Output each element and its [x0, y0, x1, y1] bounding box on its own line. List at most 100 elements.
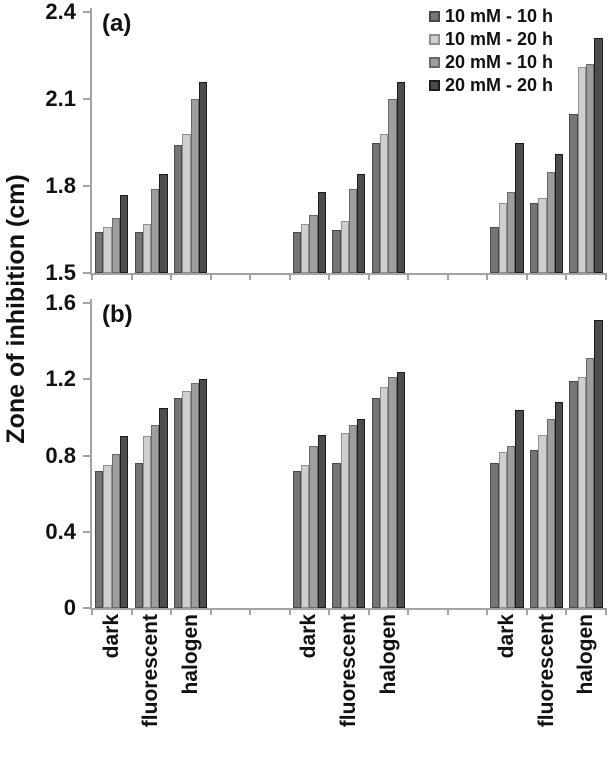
- y-tick: [83, 607, 90, 609]
- x-tick: [486, 610, 489, 615]
- legend-label: 10 mM - 10 h: [445, 5, 554, 26]
- x-tick: [170, 275, 173, 280]
- y-axis-title: Zone of inhibition (cm): [2, 174, 30, 444]
- legend-label: 20 mM - 20 h: [445, 74, 554, 95]
- bar: [380, 133, 389, 273]
- y-tick: [83, 98, 90, 100]
- bar: [569, 381, 578, 608]
- y-tick: [83, 272, 90, 274]
- bar: [577, 377, 587, 608]
- legend-label: 20 mM - 10 h: [445, 51, 554, 72]
- x-tick: [91, 275, 93, 280]
- bar: [348, 425, 358, 608]
- bar: [594, 320, 603, 608]
- x-tick: [130, 275, 133, 280]
- x-tick: [288, 610, 291, 615]
- bar: [490, 226, 499, 273]
- y-tick-label: 0: [63, 595, 76, 620]
- x-axis-line: [90, 608, 607, 610]
- x-category-label: fluorescent: [534, 614, 558, 728]
- x-tick: [288, 275, 291, 280]
- bar: [111, 453, 120, 608]
- bar: [529, 449, 539, 608]
- bar: [119, 436, 129, 608]
- bar: [380, 386, 389, 608]
- bar: [300, 465, 310, 608]
- y-tick: [83, 302, 90, 304]
- x-tick: [170, 610, 173, 615]
- bar: [198, 81, 208, 273]
- x-tick: [249, 610, 252, 615]
- x-tick: [91, 610, 93, 615]
- y-axis-line: [90, 299, 92, 608]
- bar: [586, 358, 595, 608]
- bar: [538, 197, 547, 273]
- x-tick: [525, 610, 528, 615]
- x-category-label: fluorescent: [337, 614, 360, 728]
- legend-marker: [429, 33, 440, 45]
- legend-item: 20 mM - 10 h: [429, 51, 554, 72]
- bar: [569, 113, 578, 273]
- legend-item: 10 mM - 10 h: [429, 5, 554, 26]
- y-tick-label: 2.1: [45, 86, 76, 111]
- bar: [198, 379, 208, 608]
- bar: [95, 470, 104, 608]
- bar: [292, 232, 301, 273]
- x-category-label: dark: [495, 614, 519, 659]
- bar: [332, 463, 341, 608]
- x-tick: [605, 275, 607, 280]
- bar: [490, 463, 499, 608]
- bar: [515, 142, 524, 273]
- x-tick: [328, 275, 331, 280]
- bar: [317, 191, 326, 273]
- x-tick: [328, 610, 331, 615]
- y-tick: [83, 530, 90, 533]
- legend-label: 10 mM - 20 h: [445, 28, 554, 49]
- bar: [142, 436, 152, 608]
- bar: [182, 133, 191, 273]
- bar: [174, 398, 183, 608]
- bar: [515, 409, 524, 608]
- bar: [103, 226, 112, 273]
- y-tick: [83, 11, 90, 13]
- bar: [538, 434, 547, 608]
- y-tick: [83, 185, 90, 187]
- y-tick-label: 2.4: [45, 0, 76, 24]
- bar: [546, 171, 555, 273]
- y-tick-label: 0.4: [45, 518, 76, 544]
- x-category-label: halogen: [178, 614, 202, 695]
- bar: [546, 419, 555, 608]
- bar: [348, 188, 358, 273]
- panel-label: (b): [102, 301, 133, 328]
- y-tick: [83, 378, 90, 381]
- bar: [332, 229, 341, 273]
- bar: [103, 465, 112, 608]
- legend-item: 10 mM - 20 h: [429, 28, 554, 49]
- legend-marker: [429, 79, 440, 91]
- x-tick: [446, 275, 449, 280]
- bar: [292, 470, 301, 608]
- bar: [174, 145, 183, 273]
- legend: 10 mM - 10 h 10 mM - 20 h 20 mM - 10 h 20 m…: [429, 5, 554, 99]
- bar: [594, 38, 603, 273]
- x-tick: [565, 610, 568, 615]
- bar: [159, 407, 168, 608]
- bar: [190, 383, 199, 608]
- legend-item: 20 mM - 20 h: [429, 74, 554, 95]
- bar: [159, 174, 168, 273]
- x-tick: [525, 275, 528, 280]
- x-tick: [407, 275, 410, 280]
- x-tick: [446, 610, 449, 615]
- bar: [371, 142, 381, 273]
- bar: [119, 194, 129, 273]
- y-tick-label: 1.5: [45, 260, 76, 285]
- bar: [340, 220, 349, 273]
- bar: [396, 371, 405, 608]
- bar: [151, 188, 160, 273]
- y-tick-label: 1.2: [45, 366, 76, 392]
- x-tick: [486, 275, 489, 280]
- x-tick: [209, 610, 212, 615]
- x-tick: [565, 275, 568, 280]
- bar: [388, 99, 397, 273]
